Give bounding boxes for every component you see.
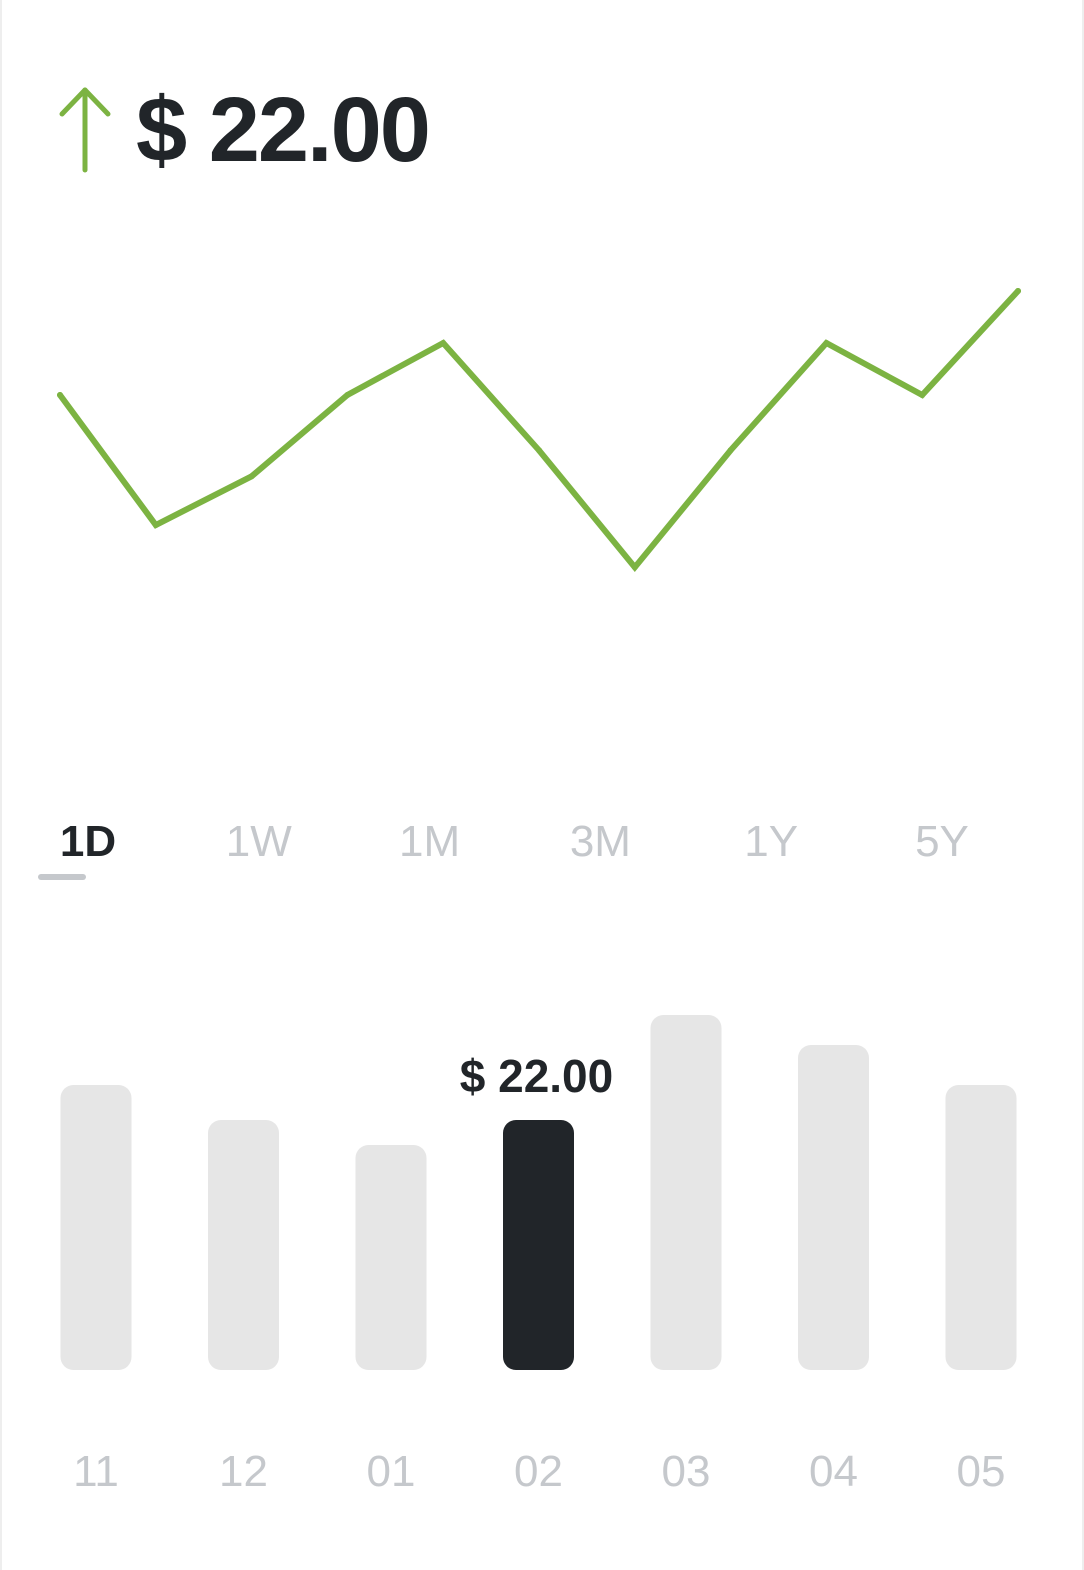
up-arrow-icon <box>59 87 111 173</box>
bar[interactable] <box>355 1145 427 1370</box>
bar-tick-label: 05 <box>957 1447 1006 1496</box>
tab-1d[interactable]: 1D <box>59 817 117 866</box>
price-point <box>727 447 734 454</box>
price-point <box>152 522 159 528</box>
price-header: $ 22.00 <box>58 79 431 181</box>
tab-5y[interactable]: 5Y <box>915 817 969 866</box>
tab-1w[interactable]: 1W <box>225 817 292 866</box>
price-point <box>536 447 542 454</box>
bar-tick-label: 03 <box>662 1447 711 1496</box>
bar[interactable] <box>60 1085 132 1370</box>
price-value: $ 22.00 <box>136 79 431 181</box>
price-point <box>1015 288 1021 294</box>
price-point <box>919 392 926 398</box>
bar[interactable] <box>945 1085 1017 1370</box>
tab-3m[interactable]: 3M <box>569 817 631 866</box>
monthly-bar-chart: 11 12 01 02 $ 22.00 03 04 05 <box>60 1015 1017 1496</box>
price-point <box>440 340 447 346</box>
price-line-chart[interactable] <box>2 200 1084 720</box>
bar-selected[interactable] <box>503 1120 574 1370</box>
price-point <box>248 473 255 480</box>
price-point <box>631 564 638 571</box>
price-point <box>344 392 351 398</box>
tab-1m[interactable]: 1M <box>399 817 461 866</box>
active-tab-underline <box>38 874 86 880</box>
bar-tick-label: 12 <box>219 1447 268 1496</box>
bar[interactable] <box>798 1045 869 1370</box>
tab-1y[interactable]: 1Y <box>744 817 799 866</box>
price-series-line <box>57 288 1021 573</box>
bar-tick-label: 11 <box>73 1447 119 1496</box>
selected-bar-value-label: $ 22.00 <box>460 1050 613 1102</box>
price-point <box>823 340 830 346</box>
bar-tick-label: 04 <box>809 1447 858 1496</box>
price-point <box>57 392 63 398</box>
bar-tick-label: 01 <box>367 1447 416 1496</box>
bar-tick-label: 02 <box>514 1447 563 1496</box>
time-range-tabs: 1D 1W 1M 3M 1Y 5Y <box>2 812 1084 892</box>
bar[interactable] <box>650 1015 722 1370</box>
bar[interactable] <box>208 1120 279 1370</box>
